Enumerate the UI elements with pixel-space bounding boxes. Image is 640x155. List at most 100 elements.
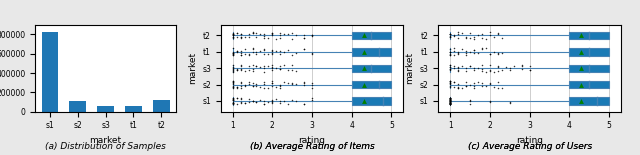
Point bbox=[268, 51, 278, 54]
Point bbox=[232, 103, 242, 106]
Point bbox=[485, 64, 495, 66]
Point bbox=[445, 36, 456, 38]
Point bbox=[228, 102, 238, 105]
Point bbox=[445, 65, 456, 68]
Point bbox=[275, 65, 285, 67]
Point bbox=[457, 32, 467, 34]
Point bbox=[445, 51, 456, 53]
Point bbox=[255, 86, 266, 88]
Point bbox=[243, 101, 253, 104]
Point bbox=[461, 85, 471, 87]
Point bbox=[275, 87, 285, 89]
Point bbox=[493, 53, 503, 56]
Y-axis label: market: market bbox=[188, 52, 196, 84]
X-axis label: rating: rating bbox=[298, 136, 326, 145]
Point bbox=[453, 86, 463, 88]
Point bbox=[461, 81, 471, 84]
Point bbox=[268, 31, 278, 34]
Point bbox=[461, 70, 471, 73]
Point bbox=[445, 33, 456, 36]
Point bbox=[445, 98, 456, 101]
Point bbox=[445, 98, 456, 100]
Point bbox=[477, 64, 487, 67]
Point bbox=[453, 87, 463, 89]
Point bbox=[500, 66, 511, 69]
Point bbox=[259, 49, 269, 51]
Point bbox=[445, 102, 456, 104]
Point bbox=[228, 68, 238, 71]
Point bbox=[236, 81, 246, 83]
Point bbox=[307, 35, 317, 38]
Point bbox=[252, 32, 262, 35]
Point bbox=[259, 53, 269, 55]
Bar bbox=[153, 100, 170, 112]
Point bbox=[509, 64, 519, 67]
Point bbox=[283, 69, 293, 71]
Point bbox=[248, 100, 258, 103]
Point bbox=[236, 65, 246, 68]
Point bbox=[228, 52, 238, 55]
FancyBboxPatch shape bbox=[569, 64, 609, 72]
Point bbox=[232, 86, 242, 89]
Text: (c) Average Rating of Users: (c) Average Rating of Users bbox=[468, 142, 592, 151]
Point bbox=[275, 68, 285, 70]
Point bbox=[445, 97, 456, 100]
Point bbox=[228, 80, 238, 83]
Point bbox=[445, 97, 456, 100]
Point bbox=[445, 80, 456, 83]
Y-axis label: market: market bbox=[405, 52, 414, 84]
Point bbox=[279, 100, 289, 102]
Point bbox=[445, 99, 456, 101]
Point bbox=[239, 52, 250, 55]
Point bbox=[236, 97, 246, 100]
Point bbox=[469, 52, 479, 55]
Point bbox=[236, 64, 246, 66]
Point bbox=[445, 100, 456, 102]
Point bbox=[299, 34, 309, 37]
Point bbox=[228, 52, 238, 55]
Point bbox=[268, 81, 278, 84]
Point bbox=[307, 34, 317, 36]
Point bbox=[263, 86, 273, 89]
Point bbox=[232, 69, 242, 71]
Point bbox=[497, 86, 507, 89]
Point bbox=[307, 34, 317, 36]
Point bbox=[449, 53, 460, 56]
Point bbox=[469, 35, 479, 38]
Point bbox=[469, 82, 479, 84]
Point bbox=[481, 38, 491, 40]
Point bbox=[259, 103, 269, 105]
Point bbox=[445, 100, 456, 102]
Point bbox=[469, 69, 479, 71]
Point bbox=[485, 101, 495, 104]
Point bbox=[291, 82, 301, 85]
Point bbox=[453, 33, 463, 35]
Point bbox=[268, 52, 278, 55]
Point bbox=[497, 52, 507, 55]
Point bbox=[275, 50, 285, 52]
Point bbox=[248, 31, 258, 34]
Point bbox=[477, 33, 487, 35]
Point bbox=[445, 99, 456, 102]
Point bbox=[299, 47, 309, 50]
Point bbox=[259, 102, 269, 105]
Point bbox=[453, 86, 463, 89]
Point bbox=[239, 70, 250, 73]
Point bbox=[445, 97, 456, 99]
Point bbox=[453, 31, 463, 33]
Point bbox=[228, 103, 238, 105]
Point bbox=[465, 65, 476, 67]
Point bbox=[453, 37, 463, 40]
Point bbox=[505, 101, 515, 103]
Point bbox=[493, 81, 503, 84]
Point bbox=[255, 99, 266, 101]
Point bbox=[252, 65, 262, 67]
Point bbox=[307, 97, 317, 99]
Point bbox=[516, 64, 527, 66]
Point bbox=[259, 86, 269, 89]
Point bbox=[248, 68, 258, 71]
Point bbox=[291, 34, 301, 36]
Point bbox=[489, 86, 499, 88]
Point bbox=[279, 50, 289, 53]
Point bbox=[228, 33, 238, 35]
